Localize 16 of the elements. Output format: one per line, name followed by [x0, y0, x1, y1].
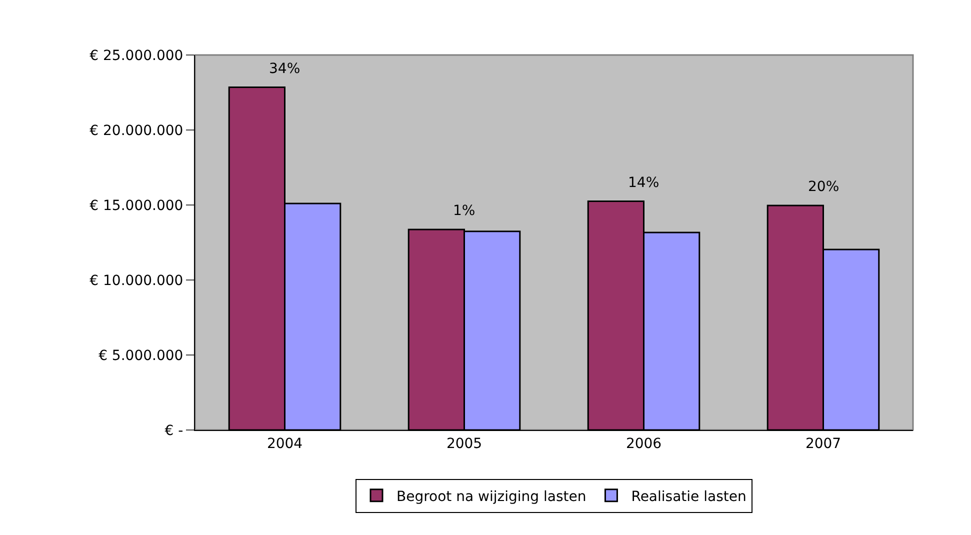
legend-label: Begroot na wijziging lasten	[396, 488, 586, 505]
legend-label: Realisatie lasten	[631, 488, 746, 505]
x-tick-label: 2005	[446, 436, 482, 452]
y-tick-label: € 5.000.000	[98, 348, 184, 364]
y-tick-label: € -	[164, 422, 184, 439]
annotation: 34%	[269, 61, 300, 77]
y-tick-label: € 25.000.000	[90, 48, 184, 64]
x-tick-label: 2007	[805, 436, 842, 452]
annotation: 20%	[808, 179, 840, 195]
y-tick-label: € 10.000.000	[90, 272, 184, 289]
x-tick-label: 2004	[266, 436, 303, 452]
annotation: 1%	[453, 203, 476, 219]
annotation: 14%	[628, 175, 660, 191]
y-tick-label: € 20.000.000	[90, 122, 184, 139]
y-tick-label: € 15.000.000	[90, 198, 184, 214]
x-tick-label: 2006	[626, 436, 662, 452]
